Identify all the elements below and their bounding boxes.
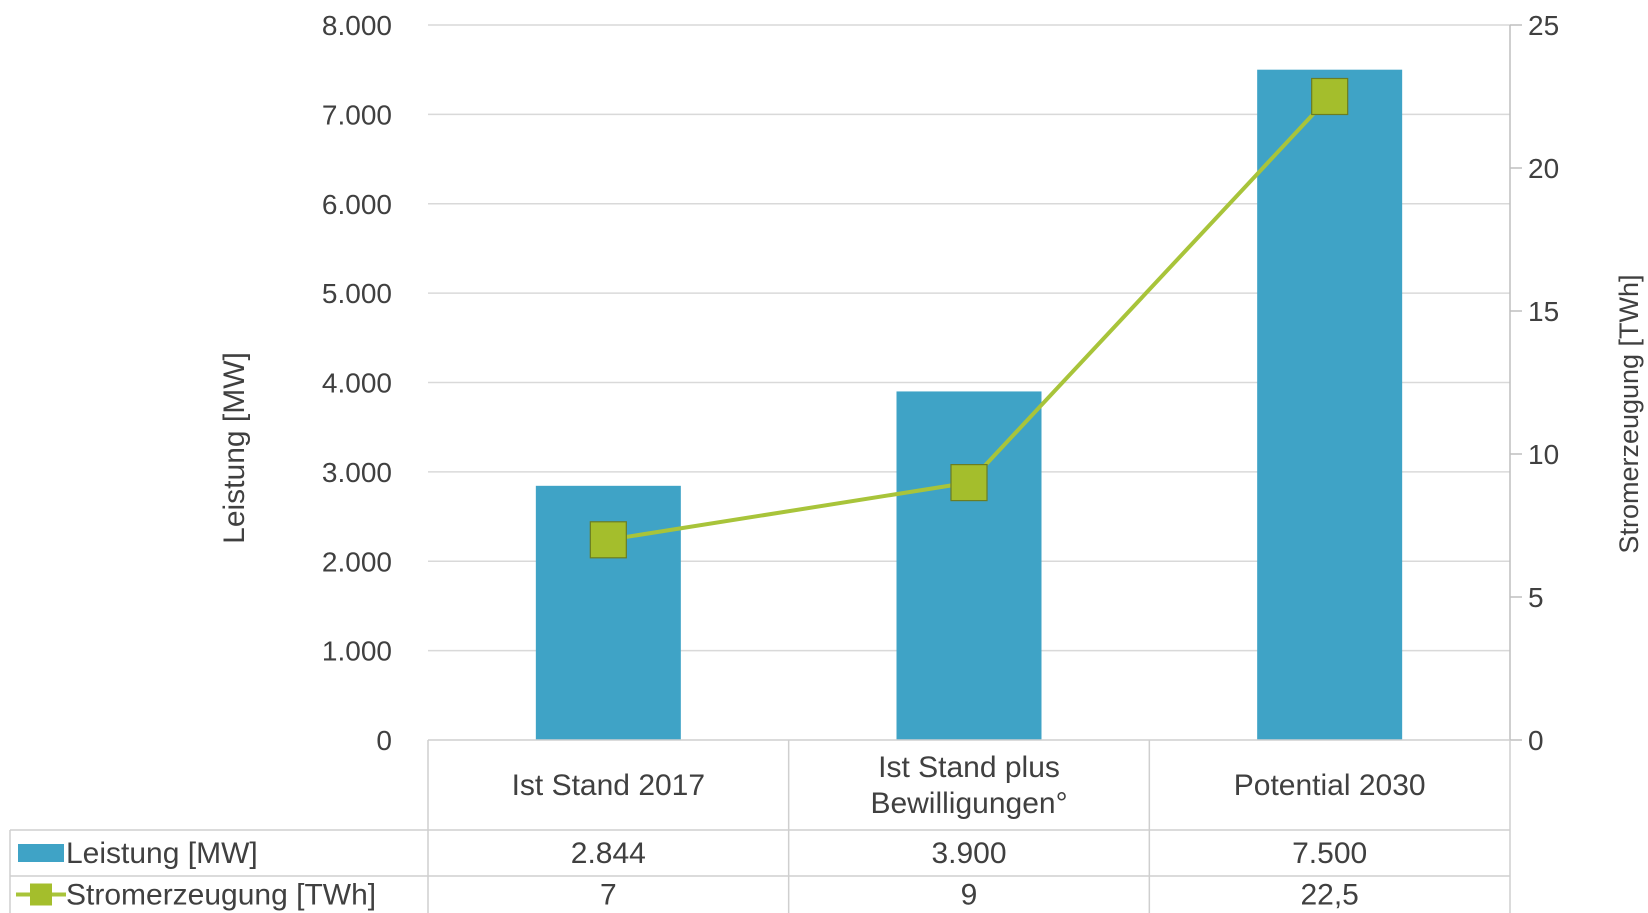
category-label: Ist Stand 2017 — [512, 769, 705, 802]
left-tick-label: 4.000 — [322, 368, 392, 399]
left-tick-label: 7.000 — [322, 99, 392, 130]
bar-1 — [896, 391, 1042, 740]
table-value: 7 — [600, 879, 617, 912]
data-table: Ist Stand 2017 Ist Stand plusBewilligunge… — [9, 739, 1511, 913]
line-marker-2 — [1311, 77, 1349, 116]
category-label: Ist Stand plus — [878, 751, 1060, 784]
row-label: Leistung [MW] — [66, 837, 258, 870]
category-label: Bewilligungen° — [870, 787, 1067, 820]
legend-key-bar — [18, 844, 64, 862]
right-tick-label: 20 — [1528, 153, 1559, 184]
left-tick-label: 5.000 — [322, 278, 392, 309]
line-marker-1 — [950, 464, 988, 502]
legend-key-marker — [30, 883, 52, 906]
line-series — [589, 77, 1349, 559]
right-axis-title: Stromerzeugung [TWh] — [1614, 274, 1644, 553]
left-axis-title: Leistung [MW] — [218, 352, 251, 544]
right-tick-label: 15 — [1528, 296, 1559, 327]
table-value: 7.500 — [1292, 837, 1367, 870]
left-tick-label: 8.000 — [322, 10, 392, 41]
right-tick-label: 25 — [1528, 10, 1559, 41]
left-tick-label: 3.000 — [322, 457, 392, 488]
left-tick-label: 6.000 — [322, 189, 392, 220]
table-value: 3.900 — [931, 837, 1006, 870]
left-tick-label: 2.000 — [322, 546, 392, 577]
row-label: Stromerzeugung [TWh] — [66, 879, 376, 912]
left-tick-label: 0 — [376, 725, 392, 756]
left-axis-ticks: 0 1.000 2.000 3.000 4.000 5.000 6.000 7.000 8.00… — [322, 10, 392, 756]
right-tick-label: 10 — [1528, 439, 1559, 470]
table-value: 9 — [961, 879, 978, 912]
right-tick-label: 0 — [1528, 725, 1544, 756]
category-label: Potential 2030 — [1234, 769, 1426, 802]
right-tick-label: 5 — [1528, 582, 1544, 613]
table-value: 22,5 — [1300, 879, 1358, 912]
left-tick-label: 1.000 — [322, 636, 392, 667]
bar-series — [535, 69, 1403, 740]
right-axis-ticks: 0 5 10 15 20 25 — [1509, 10, 1559, 756]
table-value: 2.844 — [571, 837, 646, 870]
bar-2 — [1257, 69, 1403, 740]
line-marker-0 — [589, 521, 627, 559]
